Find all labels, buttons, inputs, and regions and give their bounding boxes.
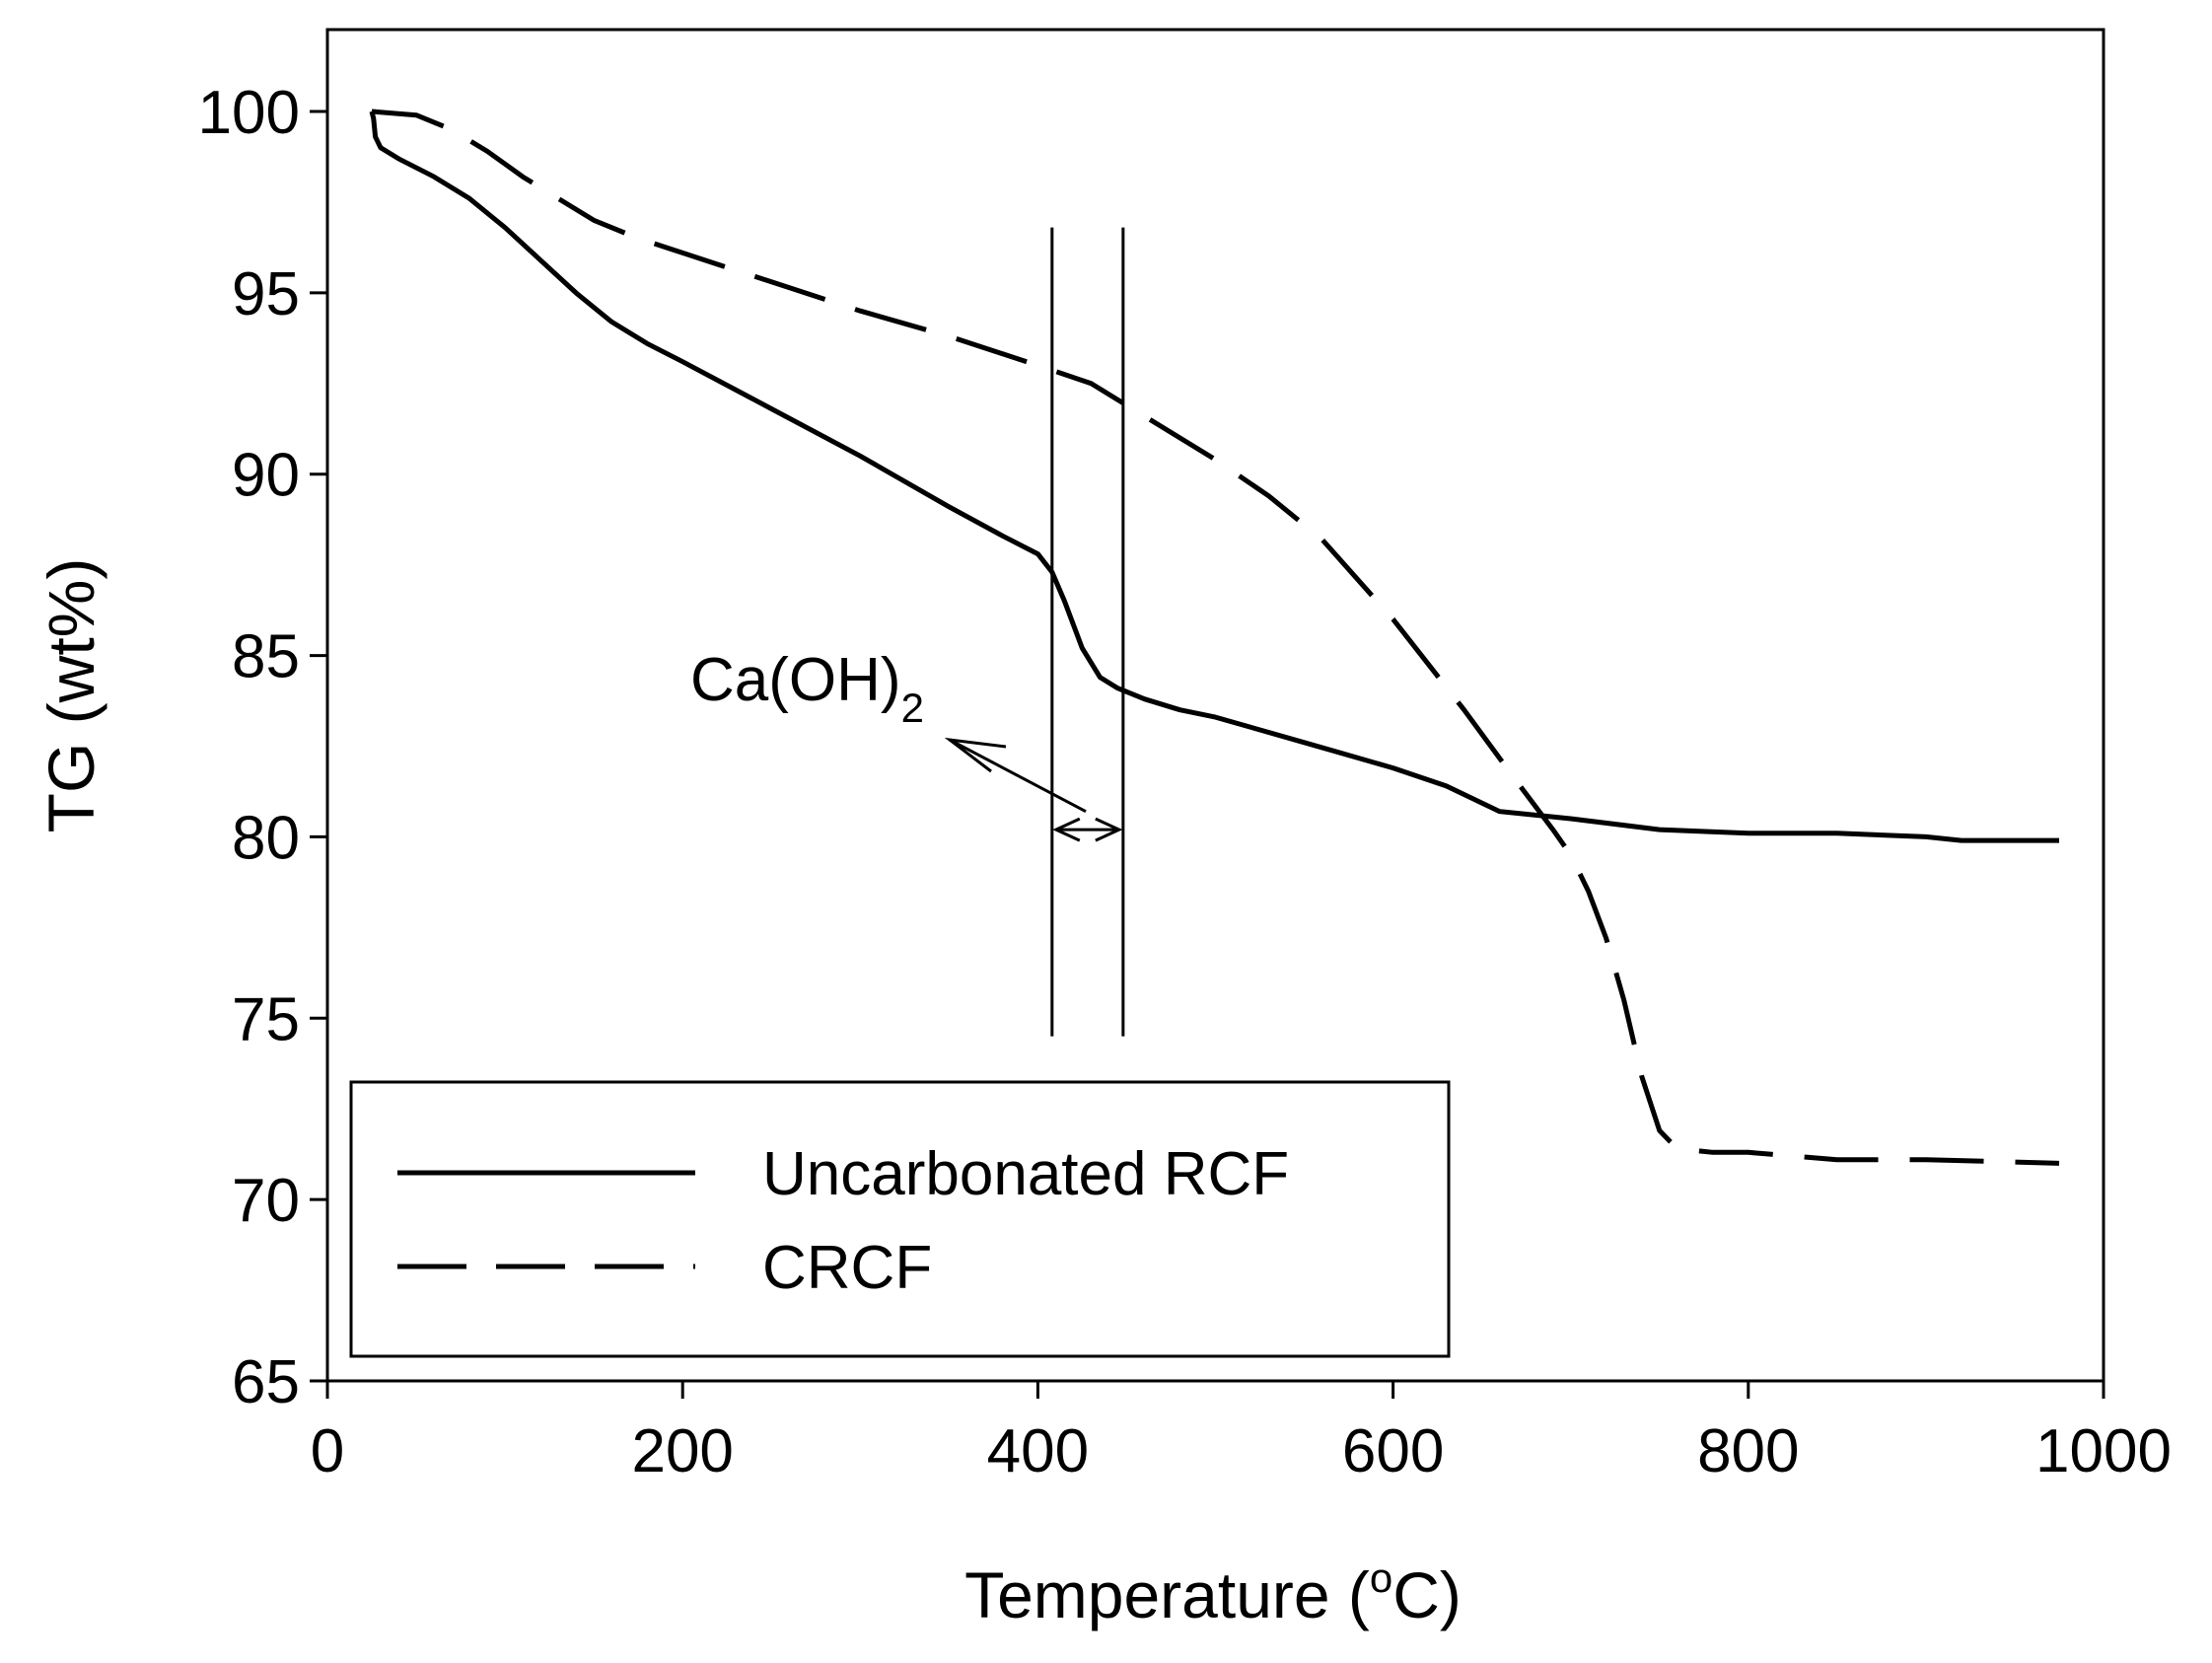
y-tick-label: 95 [232, 260, 300, 328]
series-line-uncarbonated-rcf [369, 110, 2059, 843]
y-tick-label: 70 [232, 1167, 300, 1235]
y-axis-ticks: 65 70 75 80 85 90 95 100 [198, 79, 327, 1416]
y-tick-label: 90 [232, 442, 300, 510]
pointer-arrow-shaft [949, 738, 1087, 814]
legend: Uncarbonated RCF CRCF [349, 1080, 1451, 1358]
x-axis-title-superscript: o [1370, 1555, 1392, 1601]
series-layer [369, 108, 2060, 1166]
y-axis-title: TG (wt%) [35, 558, 107, 833]
x-axis-ticks: 0 200 400 600 800 1000 [311, 1381, 2172, 1485]
annotation-ca-oh2-subscript: 2 [901, 685, 924, 731]
y-tick-label: 65 [232, 1348, 300, 1416]
x-tick-label: 400 [987, 1417, 1089, 1485]
legend-box [349, 1080, 1451, 1358]
pointer-arrow-head [944, 737, 1007, 773]
double-arrow-head-left [1052, 817, 1081, 842]
y-tick-label: 85 [232, 623, 300, 691]
plot-frame [325, 28, 2105, 1383]
y-tick-label: 80 [232, 804, 300, 872]
x-tick-label: 1000 [2035, 1417, 2172, 1485]
legend-label-uncarbonated-rcf: Uncarbonated RCF [762, 1140, 1289, 1208]
x-tick-label: 0 [311, 1417, 344, 1485]
x-axis-title-unit: C) [1392, 1558, 1462, 1631]
x-axis-title: Temperature (oC) [964, 1555, 1462, 1631]
annotation-ca-oh2-label: Ca(OH)2 [690, 646, 924, 731]
series-line-crcf [371, 108, 2060, 1166]
double-arrow-head-right [1095, 817, 1123, 842]
y-tick-label: 100 [198, 79, 300, 147]
x-axis-title-main: Temperature ( [964, 1558, 1370, 1631]
plot-border [325, 28, 2105, 1383]
legend-label-crcf: CRCF [762, 1234, 932, 1302]
y-tick-label: 75 [232, 985, 300, 1053]
x-tick-label: 200 [631, 1417, 733, 1485]
x-tick-label: 600 [1342, 1417, 1444, 1485]
annotation-ca-oh2-text: Ca(OH) [690, 646, 901, 714]
annotation-layer [944, 227, 1125, 1037]
x-tick-label: 800 [1697, 1417, 1799, 1485]
